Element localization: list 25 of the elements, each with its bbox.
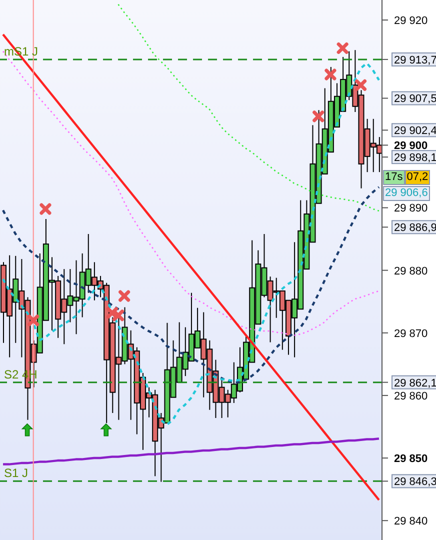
- line-series: [2, 438, 380, 466]
- y-tick-label: 29 840: [394, 516, 428, 528]
- y-tick-label: 29 880: [394, 265, 428, 278]
- y-tick-label: 29 913,7: [394, 54, 436, 66]
- y-tick-label: 29 898,1: [394, 152, 436, 164]
- y-tick-label: 29 870: [394, 328, 428, 340]
- y-tick-label: 29 900: [394, 140, 428, 152]
- text: 17s: [383, 170, 405, 185]
- line-series: [2, 33, 380, 502]
- y-tick-label: 29 850: [394, 453, 428, 466]
- point: [22, 423, 33, 436]
- ref-line-label: S2 4H: [4, 367, 38, 382]
- y-tick-label: 29 846,3: [394, 476, 436, 488]
- y-tick-label: 29 890: [394, 202, 428, 215]
- y-tick-label: 29 862,1: [394, 377, 436, 390]
- y-tick-label: 29 886,9: [394, 222, 436, 234]
- ref-line-label: S1 J: [4, 466, 28, 480]
- line-series: [118, 4, 380, 212]
- line-series: [2, 186, 380, 384]
- y-tick-label: 29 907,5: [394, 93, 436, 106]
- text: 29 906,6: [383, 186, 430, 201]
- text: 07,2: [404, 170, 430, 185]
- y-tick-label: 29 860: [394, 390, 428, 402]
- y-tick-label: 29 920: [394, 15, 428, 28]
- point: [100, 423, 112, 436]
